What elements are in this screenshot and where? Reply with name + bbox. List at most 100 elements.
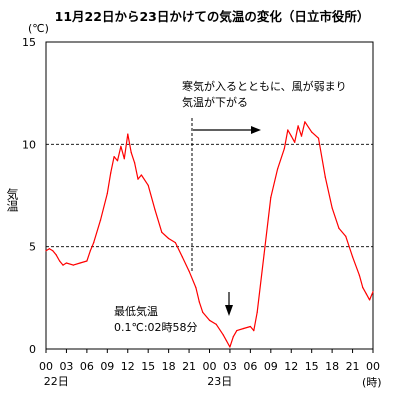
data-point <box>331 207 333 209</box>
data-point <box>106 192 108 195</box>
data-point <box>236 330 238 332</box>
min-temp-value: 0.1℃:02時58分 <box>114 321 198 334</box>
data-point <box>345 235 347 237</box>
x-tick-label: 09 <box>100 360 114 373</box>
data-point <box>130 151 132 154</box>
data-point <box>52 250 54 252</box>
annotation-wind-weakens: 寒気が入るとともに、風が弱まり 気温が下がる <box>182 79 347 272</box>
data-point <box>317 137 320 139</box>
data-point <box>140 174 142 176</box>
data-point <box>113 156 115 158</box>
y-axis-unit: (℃) <box>28 22 49 35</box>
data-point <box>338 227 340 229</box>
data-point <box>147 184 149 186</box>
data-point <box>72 264 74 266</box>
y-tick-label: 15 <box>22 36 36 49</box>
y-tick-label: 0 <box>29 343 36 356</box>
data-point <box>365 293 367 295</box>
data-point <box>116 160 119 162</box>
x-tick-label: 00 <box>203 360 217 373</box>
temperature-line <box>45 121 374 348</box>
data-point <box>311 131 313 133</box>
data-point <box>154 209 156 211</box>
data-point <box>161 231 163 233</box>
data-point <box>181 256 183 258</box>
x-tick-label: 18 <box>162 360 176 373</box>
x-tick-label: 09 <box>264 360 278 373</box>
x-tick-label: 21 <box>346 360 360 373</box>
data-point <box>48 248 51 250</box>
x-tick-label: 15 <box>305 360 319 373</box>
data-point <box>208 319 211 321</box>
data-point <box>290 135 292 137</box>
data-point <box>110 172 112 174</box>
data-point <box>287 129 289 131</box>
right-arrow-icon <box>193 126 261 134</box>
y-axis-label: 気温 <box>5 187 19 212</box>
data-point <box>297 125 299 127</box>
data-point <box>99 219 102 221</box>
annotation-text-line-2: 気温が下がる <box>182 95 248 109</box>
series-layer <box>45 121 374 348</box>
annotation-minimum-temperature: 最低気温 0.1℃:02時58分 <box>114 292 233 334</box>
data-point <box>120 145 122 147</box>
data-point <box>59 260 61 262</box>
x-tick-label: 12 <box>284 360 298 373</box>
data-point <box>93 242 95 244</box>
data-point <box>215 323 217 325</box>
data-point <box>232 336 234 338</box>
data-point <box>222 334 224 336</box>
data-point <box>225 340 228 342</box>
data-point <box>198 301 200 303</box>
annotation-text-line-1: 寒気が入るとともに、風が弱まり <box>182 79 347 93</box>
data-point <box>304 121 306 123</box>
data-point <box>352 256 354 258</box>
data-point <box>283 147 285 149</box>
gridlines <box>46 143 373 248</box>
x-tick-label: 12 <box>121 360 135 373</box>
data-point <box>202 311 204 313</box>
data-point <box>127 133 129 135</box>
data-point <box>362 287 364 289</box>
x-axis-ticks: 00 03 06 09 12 15 18 21 00 03 06 09 12 15 18 21 00 <box>39 349 380 373</box>
chart-title: 11月22日から23日かけての気温の変化（日立市役所） <box>55 9 370 24</box>
data-point <box>174 242 176 244</box>
data-point <box>277 168 279 170</box>
y-tick-label: 10 <box>22 138 36 151</box>
x-tick-label: 00 <box>39 360 53 373</box>
data-point <box>62 264 64 266</box>
data-point <box>89 250 91 252</box>
y-tick-label: 5 <box>29 241 36 254</box>
min-temp-label: 最低気温 <box>114 304 158 318</box>
data-point <box>79 262 81 264</box>
down-arrow-icon <box>225 292 233 316</box>
x-tick-label: 21 <box>182 360 196 373</box>
day-label: 22日 <box>44 375 69 388</box>
data-point <box>195 287 197 289</box>
day-label: 23日 <box>207 375 232 388</box>
data-point <box>188 270 190 272</box>
data-point <box>249 325 251 328</box>
data-point <box>300 135 303 137</box>
data-point <box>123 158 125 160</box>
data-point <box>137 178 139 180</box>
x-tick-label: 06 <box>243 360 257 373</box>
data-point <box>55 254 57 256</box>
data-point <box>372 291 374 293</box>
data-point <box>270 196 272 199</box>
data-point <box>256 311 258 313</box>
data-point <box>168 237 170 240</box>
x-tick-label: 03 <box>59 360 73 373</box>
x-tick-label: 15 <box>141 360 155 373</box>
day-labels: 22日 23日 <box>44 375 233 388</box>
data-point <box>294 141 296 143</box>
x-axis-unit: (時) <box>362 376 382 389</box>
data-point <box>263 254 265 256</box>
y-axis-ticks: 0 5 10 15 <box>22 36 36 356</box>
data-point <box>324 176 326 178</box>
x-tick-label: 06 <box>80 360 94 373</box>
x-tick-label: 03 <box>223 360 237 373</box>
data-point <box>253 330 255 332</box>
x-tick-label: 00 <box>366 360 380 373</box>
